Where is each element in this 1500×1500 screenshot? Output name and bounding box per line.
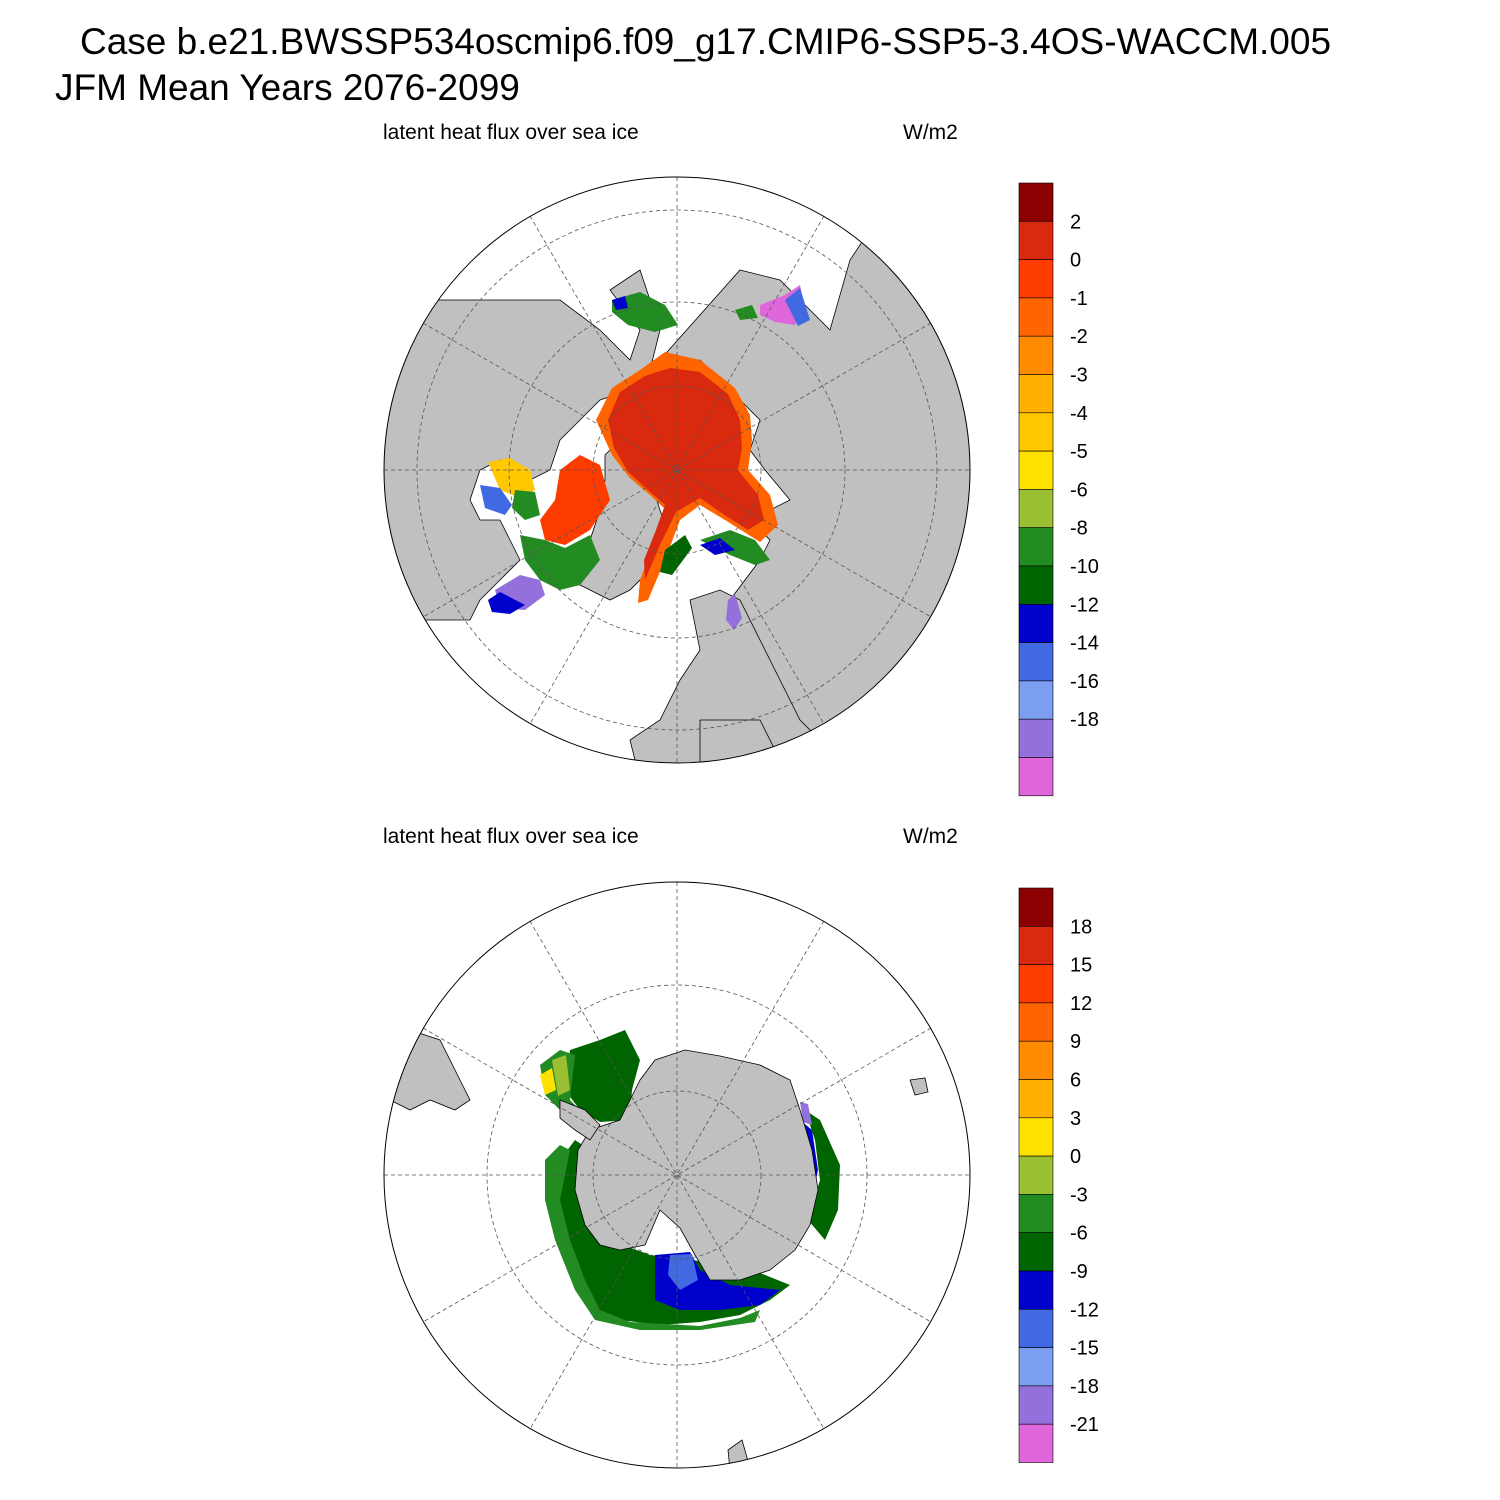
antarctic-colorbar-tick-label: -21: [1070, 1414, 1099, 1436]
antarctic-map: [383, 881, 971, 1469]
arctic-colorbar-swatch: [1018, 565, 1054, 605]
arctic-colorbar-swatch: [1018, 642, 1054, 682]
arctic-colorbar-swatch: [1018, 374, 1054, 414]
arctic-colorbar-swatch: [1018, 603, 1054, 643]
antarctic-colorbar-tick-label: 12: [1070, 993, 1092, 1015]
antarctic-panel-title: latent heat flux over sea ice: [383, 825, 639, 848]
arctic-colorbar-swatch: [1018, 757, 1054, 797]
arctic-colorbar-swatch: [1018, 182, 1054, 222]
arctic-hudson-bay-blue: [480, 485, 512, 515]
antarctic-colorbar-swatch: [1018, 1232, 1054, 1272]
antarctic-colorbar-swatch: [1018, 1194, 1054, 1234]
arctic-colorbar-swatch: [1018, 297, 1054, 337]
arctic-colorbar-swatch: [1018, 335, 1054, 375]
antarctic-weddell-yellow: [540, 1068, 556, 1095]
antarctic-colorbar-tick-label: 3: [1070, 1108, 1081, 1130]
antarctic-land-peninsula: [559, 1099, 601, 1141]
antarctic-colorbar-tick-label: -9: [1070, 1261, 1088, 1283]
arctic-colorbar-tick-label: -14: [1070, 633, 1099, 655]
arctic-central-ice-red: [608, 368, 764, 580]
antarctic-colorbar-swatch: [1018, 1385, 1054, 1425]
arctic-barents-green: [700, 530, 770, 565]
arctic-colorbar: 2 0 -1 -2 -3 -4 -5 -6 -8 -10 -12 -14 -16 -18: [1018, 182, 1099, 797]
arctic-colorbar-tick-label: -4: [1070, 403, 1088, 425]
antarctic-colorbar-swatch: [1018, 925, 1054, 965]
antarctic-ross-green: [545, 1145, 760, 1330]
case-title: Case b.e21.BWSSP534oscmip6.f09_g17.CMIP6…: [80, 21, 1332, 62]
arctic-colorbar-swatch: [1018, 680, 1054, 720]
arctic-colorbar-swatch: [1018, 450, 1054, 490]
arctic-colorbar-tick-label: -1: [1070, 288, 1088, 310]
antarctic-colorbar-tick-label: -18: [1070, 1376, 1099, 1398]
arctic-barents-blue: [700, 538, 735, 555]
arctic-colorbar-swatch: [1018, 259, 1054, 299]
period-title: JFM Mean Years 2076-2099: [55, 67, 520, 108]
antarctic-colorbar-tick-label: 6: [1070, 1070, 1081, 1092]
arctic-baltic-ice: [726, 594, 742, 630]
arctic-hudson-bay-green: [512, 490, 540, 520]
arctic-map: [383, 176, 971, 764]
arctic-colorbar-tick-label: 2: [1070, 211, 1081, 233]
antarctic-colorbar: 18 15 12 9 6 3 0 -3 -6 -9 -12 -15 -18 -21: [1018, 887, 1099, 1463]
arctic-colorbar-swatch: [1018, 221, 1054, 260]
antarctic-panel-units: W/m2: [903, 825, 958, 848]
arctic-colorbar-tick-label: -12: [1070, 594, 1099, 616]
antarctic-colorbar-swatch: [1018, 1117, 1054, 1157]
arctic-bering-blue: [785, 288, 810, 326]
antarctic-colorbar-tick-label: -6: [1070, 1223, 1088, 1245]
arctic-fram-strait-green: [660, 535, 692, 575]
antarctic-colorbar-swatch: [1018, 964, 1054, 1004]
antarctic-colorbar-swatch: [1018, 1155, 1054, 1195]
antarctic-land-antarctica: [574, 1049, 819, 1281]
arctic-okhotsk-green: [612, 292, 678, 332]
arctic-okhotsk-blue: [612, 296, 628, 310]
arctic-bering-green: [735, 305, 758, 320]
arctic-colorbar-tick-label: -3: [1070, 365, 1088, 387]
antarctic-colorbar-swatch: [1018, 1423, 1054, 1463]
antarctic-colorbar-swatch: [1018, 1347, 1054, 1387]
arctic-baffin-bay-ice: [540, 455, 610, 545]
arctic-colorbar-tick-label: -6: [1070, 479, 1088, 501]
antarctic-colorbar-swatch: [1018, 1309, 1054, 1348]
antarctic-weddell-olive: [552, 1055, 570, 1096]
arctic-labrador-blue: [488, 592, 525, 614]
antarctic-land-africa: [909, 1077, 929, 1096]
arctic-colorbar-swatch: [1018, 412, 1054, 452]
antarctic-colorbar-swatch: [1018, 1270, 1054, 1310]
arctic-colorbar-tick-label: -8: [1070, 518, 1088, 540]
arctic-colorbar-tick-label: -16: [1070, 671, 1099, 693]
antarctic-colorbar-swatch: [1018, 1079, 1054, 1119]
antarctic-colorbar-tick-label: 15: [1070, 955, 1092, 977]
antarctic-colorbar-tick-label: -3: [1070, 1184, 1088, 1206]
arctic-labrador-green: [520, 535, 600, 590]
arctic-colorbar-swatch: [1018, 527, 1054, 567]
antarctic-colorbar-tick-label: 9: [1070, 1031, 1081, 1053]
arctic-panel-title: latent heat flux over sea ice: [383, 121, 639, 144]
arctic-colorbar-tick-label: -2: [1070, 326, 1088, 348]
antarctic-colorbar-tick-label: 0: [1070, 1146, 1081, 1168]
arctic-colorbar-swatch: [1018, 489, 1054, 528]
antarctic-colorbar-tick-label: 18: [1070, 916, 1092, 938]
antarctic-colorbar-tick-label: -15: [1070, 1338, 1099, 1360]
antarctic-colorbar-swatch: [1018, 887, 1054, 927]
arctic-colorbar-tick-label: 0: [1070, 250, 1081, 272]
arctic-colorbar-tick-label: -5: [1070, 441, 1088, 463]
antarctic-ross-light-blue: [668, 1254, 698, 1290]
antarctic-colorbar-tick-label: -12: [1070, 1299, 1099, 1321]
arctic-colorbar-swatch: [1018, 718, 1054, 758]
arctic-colorbar-tick-label: -10: [1070, 556, 1099, 578]
antarctic-colorbar-swatch: [1018, 1040, 1054, 1080]
antarctic-weddell-dark-green: [565, 1030, 640, 1122]
antarctic-colorbar-swatch: [1018, 1002, 1054, 1042]
arctic-panel-units: W/m2: [903, 121, 958, 144]
arctic-colorbar-tick-label: -18: [1070, 709, 1099, 731]
